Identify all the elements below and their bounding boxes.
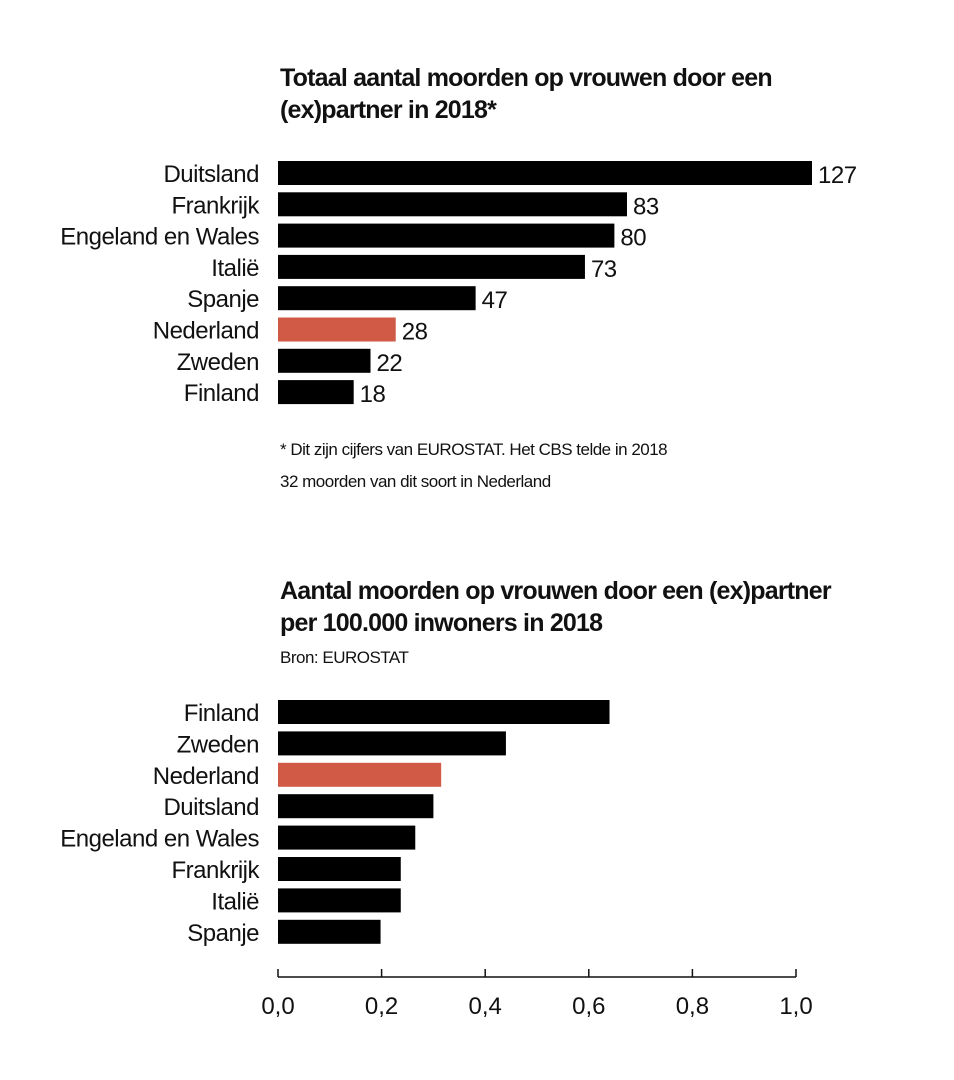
chart1-value-label-nederland: 28 — [402, 319, 428, 346]
chart1-bar-zweden — [278, 348, 371, 373]
chart1-value-label-frankrijk: 83 — [633, 193, 659, 220]
chart2-bar-finland — [278, 700, 610, 724]
chart1-value-label-zweden: 22 — [377, 350, 403, 377]
chart1-bar-spanje — [278, 286, 476, 311]
chart1-footnote-line-1: * Dit zijn cijfers van EUROSTAT. Het CBS… — [280, 440, 668, 459]
chart2-x-tick-label-5: 1,0 — [779, 993, 812, 1020]
chart1-bar-duitsland — [278, 161, 812, 185]
chart2-category-label-spanje: Spanje — [187, 920, 259, 947]
chart1-category-label-finland: Finland — [184, 380, 259, 407]
chart2-bar-italie — [278, 888, 401, 913]
chart2-category-label-italie: Italië — [211, 888, 259, 915]
chart1-category-label-duitsland: Duitsland — [163, 161, 259, 188]
chart1-category-label-nederland: Nederland — [153, 318, 259, 345]
chart1-value-label-engeland-en-wales: 80 — [620, 225, 646, 252]
chart2-category-label-nederland: Nederland — [153, 763, 259, 790]
chart2-x-tick-label-2: 0,4 — [469, 993, 502, 1020]
chart2-title: Aantal moorden op vrouwen door een (ex)p… — [280, 577, 832, 637]
chart2-x-tick-label-3: 0,6 — [572, 993, 605, 1020]
chart1-value-label-spanje: 47 — [482, 287, 508, 314]
chart1-bar-italie — [278, 254, 585, 279]
chart1-value-label-italie: 73 — [591, 256, 617, 283]
chart2-x-tick-label-0: 0,0 — [261, 993, 294, 1020]
chart2-bar-spanje — [278, 919, 381, 944]
chart2-category-label-finland: Finland — [184, 700, 259, 727]
chart2-category-label-frankrijk: Frankrijk — [171, 857, 260, 884]
chart1-category-label-engeland-en-wales: Engeland en Wales — [60, 224, 259, 251]
chart2-bar-engeland-en-wales — [278, 825, 416, 850]
chart1-value-label-duitsland: 127 — [818, 162, 857, 189]
chart2-category-label-duitsland: Duitsland — [163, 794, 259, 821]
chart2-bar-nederland — [278, 762, 442, 787]
chart1-category-label-italie: Italië — [211, 255, 259, 282]
chart1-title: Totaal aantal moorden op vrouwen door ee… — [280, 64, 773, 124]
chart1-bar-frankrijk — [278, 192, 627, 217]
chart2-bar-duitsland — [278, 794, 434, 819]
chart2-category-label-engeland-en-wales: Engeland en Wales — [60, 826, 259, 853]
chart2-category-label-zweden: Zweden — [177, 731, 259, 758]
chart1-value-label-finland: 18 — [360, 381, 386, 408]
chart1-category-label-frankrijk: Frankrijk — [171, 192, 260, 219]
chart1-category-label-zweden: Zweden — [177, 349, 259, 376]
chart1-bar-nederland — [278, 317, 396, 342]
chart2-bar-frankrijk — [278, 857, 401, 881]
chart1-bar-finland — [278, 380, 354, 405]
chart1-category-label-spanje: Spanje — [187, 286, 259, 313]
chart2-source: Bron: EUROSTAT — [280, 648, 409, 667]
chart2-x-tick-label-4: 0,8 — [676, 993, 709, 1020]
chart2-bar-zweden — [278, 731, 506, 756]
chart1-footnote-line-2: 32 moorden van dit soort in Nederland — [280, 472, 551, 491]
chart2-x-tick-label-1: 0,2 — [365, 993, 398, 1020]
chart1-bar-engeland-en-wales — [278, 223, 615, 248]
chart1-plot: Duitsland 127 Frankrijk 83 Engeland en Wales… — [60, 161, 857, 408]
